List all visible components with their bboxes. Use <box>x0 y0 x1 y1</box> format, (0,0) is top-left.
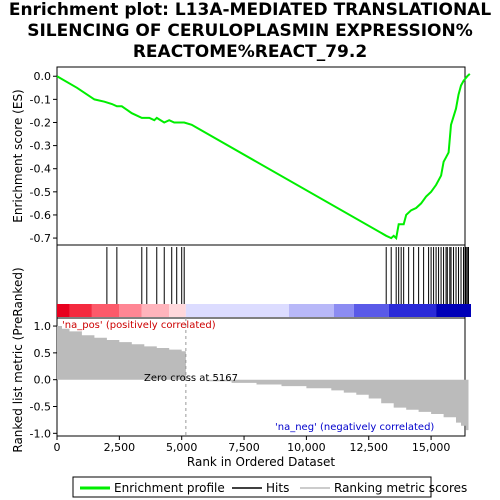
color-bar-segment <box>91 304 120 317</box>
ranking-color-bar <box>57 304 471 317</box>
color-bar-segment <box>119 304 142 317</box>
metric-y-tick-label: -0.5 <box>30 401 51 414</box>
chart-title: Enrichment plot: L13A-MEDIATED TRANSLATI… <box>0 0 500 63</box>
legend: Enrichment profile Hits Ranking metric s… <box>72 476 467 498</box>
es-y-axis: 0.0 -0.1 -0.2 -0.3 -0.4 -0.5 -0.6 -0.7 <box>30 70 57 245</box>
zero-cross-label: Zero cross at 5167 <box>144 373 238 384</box>
metric-y-tick-label: 0.0 <box>34 374 52 387</box>
es-y-tick-label: -0.5 <box>30 186 51 199</box>
metric-panel: 1.0 0.5 0.0 -0.5 -1.0 Ranked list metric (Pr… <box>11 267 469 453</box>
metric-y-tick-label: 1.0 <box>34 320 52 333</box>
metric-y-tick-label: -1.0 <box>30 427 51 440</box>
es-panel: 0.0 -0.1 -0.2 -0.3 -0.4 -0.5 -0.6 -0.7 Enrichme… <box>11 66 471 246</box>
legend-metric-label: Ranking metric scores <box>334 481 467 495</box>
color-bar-segment <box>141 304 170 317</box>
es-y-tick-label: -0.6 <box>30 209 51 222</box>
color-bar-segment <box>69 304 92 317</box>
color-bar-segment <box>169 304 186 317</box>
es-panel-frame <box>56 66 466 246</box>
metric-y-axis: 1.0 0.5 0.0 -0.5 -1.0 <box>30 320 57 440</box>
color-bar-segment <box>436 304 471 317</box>
es-y-axis-label: Enrichment score (ES) <box>11 89 25 222</box>
es-y-tick-label: -0.1 <box>30 93 51 106</box>
metric-y-axis-label: Ranked list metric (PreRanked) <box>11 267 25 452</box>
color-bar-segment <box>388 304 437 317</box>
x-tick-label: 10,000 <box>287 441 326 454</box>
enrichment-profile-line <box>56 73 471 241</box>
chart-title-line-2: SILENCING OF CERULOPLASMIN EXPRESSION% <box>27 21 473 41</box>
es-y-tick-label: -0.3 <box>30 140 51 153</box>
ranking-metric-area <box>57 326 469 434</box>
chart-title-line-1: Enrichment plot: L13A-MEDIATED TRANSLATI… <box>8 0 492 20</box>
color-bar-segment <box>288 304 334 317</box>
x-tick-label: 15,000 <box>412 441 451 454</box>
x-tick-label: 12,500 <box>349 441 388 454</box>
x-axis: 0 2,500 5,000 7,500 10,000 12,500 15,000 <box>54 436 451 454</box>
legend-hits-label: Hits <box>266 481 289 495</box>
x-tick-label: 5,000 <box>166 441 198 454</box>
x-axis-label: Rank in Ordered Dataset <box>187 455 335 469</box>
hits-panel <box>56 244 471 319</box>
color-bar-segment <box>353 304 389 317</box>
color-bar-segment <box>57 304 70 317</box>
legend-enrichment-label: Enrichment profile <box>114 481 225 495</box>
chart-title-line-3: REACTOME%REACT_79.2 <box>132 42 368 62</box>
es-y-tick-label: -0.4 <box>30 163 51 176</box>
neg-label: 'na_neg' (negatively correlated) <box>275 422 434 433</box>
color-bar-segment <box>333 304 354 317</box>
es-y-tick-label: 0.0 <box>34 70 52 83</box>
es-y-tick-label: -0.7 <box>30 232 51 245</box>
legend-box <box>72 476 432 498</box>
x-tick-label: 7,500 <box>228 441 260 454</box>
color-bar-segment <box>185 304 289 317</box>
pos-label: 'na_pos' (positively correlated) <box>62 320 216 331</box>
x-tick-label: 0 <box>54 441 61 454</box>
es-y-tick-label: -0.2 <box>30 116 51 129</box>
hits-lines <box>106 247 470 304</box>
x-tick-label: 2,500 <box>104 441 136 454</box>
metric-y-tick-label: 0.5 <box>34 347 52 360</box>
